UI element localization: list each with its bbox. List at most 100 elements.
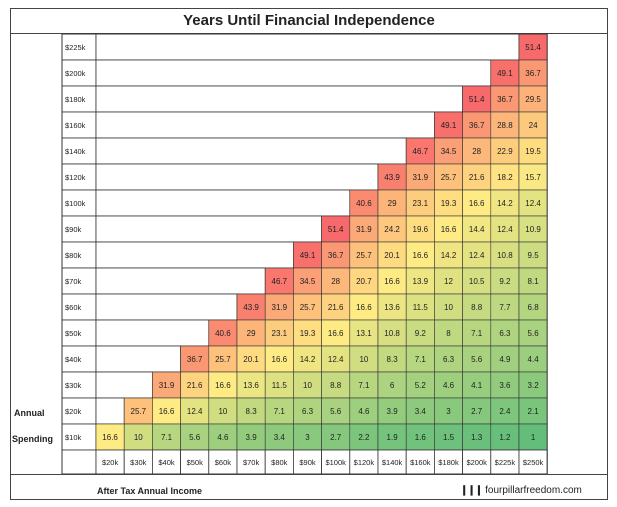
row-tick-label: $10k: [65, 433, 82, 442]
column-tick-label: $200k: [466, 458, 487, 467]
heat-cell-value: 13.6: [384, 303, 400, 312]
heat-cell: [208, 371, 238, 399]
heat-cell-value: 25.7: [356, 251, 372, 260]
heat-cell: [377, 215, 407, 243]
heat-cell: [405, 215, 435, 243]
heat-cell: [405, 163, 435, 191]
heat-cell-value: 40.6: [215, 329, 231, 338]
empty-region: [95, 267, 266, 295]
heat-cell-value: 20.1: [243, 355, 259, 364]
empty-region: [95, 371, 153, 399]
heat-cell: [434, 293, 463, 321]
heat-cell: [434, 423, 463, 451]
heat-cell-value: 16.6: [469, 199, 485, 208]
heat-cell-value: 31.9: [356, 225, 372, 234]
heat-cell: [349, 345, 379, 373]
heat-cell-value: 5.6: [471, 355, 483, 364]
heat-cell: [321, 397, 351, 425]
heat-cell: [377, 293, 407, 321]
heat-cell: [264, 423, 294, 451]
heat-cell: [462, 345, 492, 373]
heat-cell: [490, 371, 520, 399]
heat-cell-value: 11.5: [272, 381, 288, 390]
heat-cell-value: 21.6: [328, 303, 344, 312]
heat-cell-value: 19.5: [525, 147, 541, 156]
heat-cell-value: 4.6: [217, 433, 229, 442]
heat-cell-value: 9.2: [415, 329, 427, 338]
heat-cell-value: 34.5: [441, 147, 457, 156]
heat-cell-value: 7.7: [499, 303, 511, 312]
heat-cell-value: 43.9: [243, 303, 259, 312]
heat-cell-value: 3.9: [387, 407, 399, 416]
heat-cell: [462, 423, 492, 451]
heat-cell: [349, 423, 379, 451]
heat-cell: [490, 267, 520, 295]
column-tick-label: $30k: [130, 458, 147, 467]
heat-cell-value: 40.6: [356, 199, 372, 208]
column-label-cell: [236, 449, 266, 475]
empty-region: [95, 319, 210, 347]
heat-cell-value: 4.9: [499, 355, 511, 364]
heat-cell-value: 1.6: [415, 433, 427, 442]
heat-cell-value: 19.3: [441, 199, 457, 208]
heat-cell-value: 4.1: [471, 381, 483, 390]
heat-cell-value: 10: [303, 381, 312, 390]
heat-cell-value: 6.3: [302, 407, 314, 416]
heat-cell-value: 16.6: [215, 381, 231, 390]
heat-cell: [518, 163, 548, 191]
heat-cell-value: 36.7: [497, 95, 513, 104]
heat-cell: [349, 371, 379, 399]
heat-cell: [349, 241, 379, 269]
row-tick-label: $50k: [65, 329, 82, 338]
row-label-cell: [61, 85, 97, 113]
heat-cell-value: 9.2: [499, 277, 511, 286]
heat-cell-value: 10.5: [469, 277, 485, 286]
heat-cell-value: 7.1: [471, 329, 483, 338]
heat-cell-value: 1.5: [443, 433, 455, 442]
heat-cell: [293, 345, 322, 373]
heat-cell-value: 25.7: [215, 355, 231, 364]
heat-cell-value: 25.7: [131, 407, 147, 416]
heat-cell-value: 16.6: [384, 277, 400, 286]
heat-cell: [462, 163, 492, 191]
column-tick-label: $50k: [187, 458, 204, 467]
heat-cell: [490, 85, 520, 113]
heat-cell: [208, 423, 238, 451]
heat-cell: [180, 345, 210, 373]
heat-cell: [377, 371, 407, 399]
column-tick-label: $100k: [325, 458, 346, 467]
heat-cell-value: 12: [444, 277, 453, 286]
heat-cell-value: 36.7: [525, 69, 541, 78]
heat-cell: [518, 189, 548, 217]
heat-cell-value: 31.9: [413, 173, 429, 182]
heat-cell-value: 49.1: [441, 121, 457, 130]
heat-cell: [236, 345, 266, 373]
column-tick-label: $180k: [438, 458, 459, 467]
heat-cell-value: 3.4: [274, 433, 286, 442]
heat-cell: [321, 345, 351, 373]
empty-region: [95, 137, 407, 165]
heat-cell-value: 51.4: [328, 225, 344, 234]
heat-cell-value: 31.9: [272, 303, 288, 312]
heat-cell-value: 4.6: [443, 381, 455, 390]
row-tick-label: $80k: [65, 251, 82, 260]
heat-cell-value: 36.7: [328, 251, 344, 260]
heat-cell: [434, 241, 463, 269]
heat-cell-value: 14.2: [441, 251, 457, 260]
heat-cell-value: 20.1: [384, 251, 400, 260]
heat-cell-value: 12.4: [525, 199, 541, 208]
row-tick-label: $225k: [65, 43, 86, 52]
heat-cell: [293, 319, 322, 347]
heat-cell-value: 1.9: [387, 433, 399, 442]
heat-cell-value: 6: [390, 381, 395, 390]
heat-cell-value: 1.3: [471, 433, 483, 442]
heat-cell-value: 21.6: [187, 381, 203, 390]
row-tick-label: $90k: [65, 225, 82, 234]
row-tick-label: $140k: [65, 147, 86, 156]
row-tick-label: $20k: [65, 407, 82, 416]
heat-cell-value: 24.2: [384, 225, 400, 234]
heat-cell: [462, 137, 492, 165]
heat-cell-value: 7.1: [358, 381, 370, 390]
row-tick-label: $60k: [65, 303, 82, 312]
